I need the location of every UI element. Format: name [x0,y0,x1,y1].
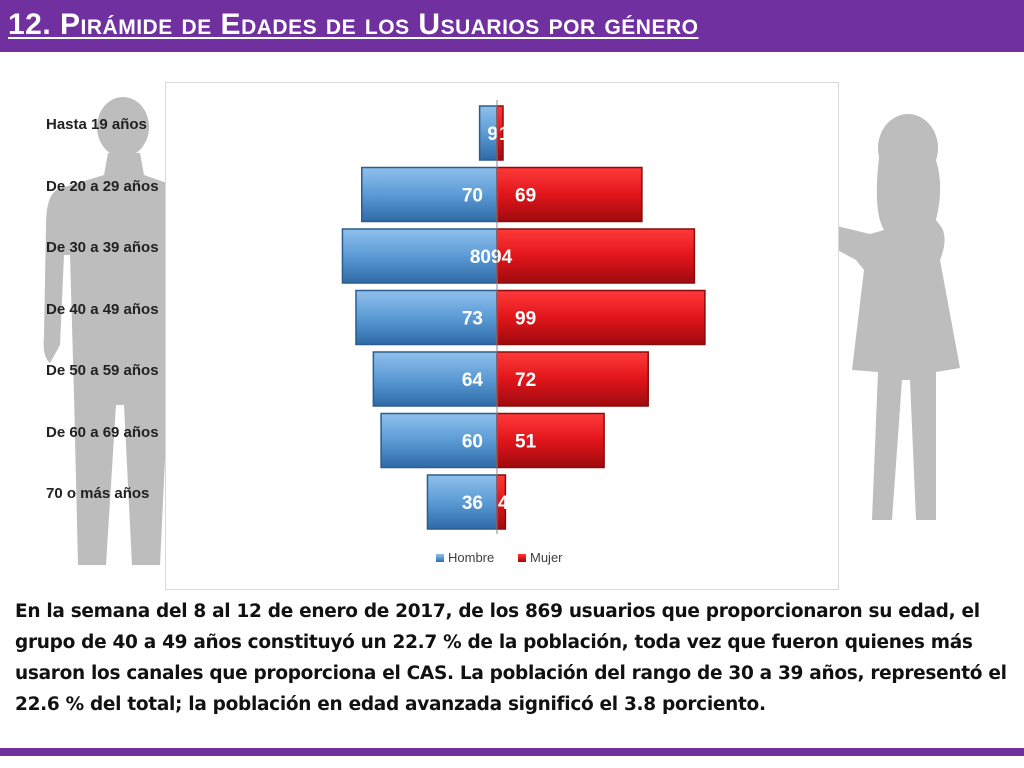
label-hombre-4: 64 [462,370,484,391]
category-label-3: De 40 a 49 años [46,300,159,318]
bar-mujer-2 [496,228,696,284]
bar-hombre-4 [372,351,498,407]
label-mujer-2: 94 [491,247,513,268]
male-silhouette-icon [43,97,201,565]
bar-hombre-3 [355,289,498,346]
legend-swatch-1 [518,554,526,562]
label-mujer-5: 51 [515,432,537,453]
category-label-0: Hasta 19 años [46,116,147,133]
bar-hombre-1 [361,166,498,223]
population-pyramid-chart: 9 1 70 69 80 94 73 99 64 72 60 51 36 4 Hombre Mujer [341,100,706,565]
label-mujer-4: 72 [515,370,536,391]
page-title: 12. Pirámide de Edades de los Usuarios p… [8,8,699,41]
category-label-1: De 20 a 29 años [46,177,159,195]
title-bar: 12. Pirámide de Edades de los Usuarios p… [0,0,1024,52]
label-mujer-6: 4 [498,493,509,514]
label-hombre-2: 80 [470,247,491,268]
bar-mujer-3 [496,289,706,346]
bar-hombre-6 [426,474,498,530]
description-paragraph: En la semana del 8 al 12 de enero de 201… [15,601,1007,715]
label-mujer-3: 99 [515,309,536,330]
label-hombre-3: 73 [462,309,483,330]
legend-label-1: Mujer [530,550,563,565]
bar-mujer-5 [496,412,605,469]
bottom-bar [0,748,1024,756]
bar-hombre-2 [341,228,498,284]
label-hombre-0: 9 [487,124,498,145]
label-mujer-1: 69 [515,186,536,207]
label-hombre-5: 60 [462,432,483,453]
category-label-5: De 60 a 69 años [46,423,159,441]
category-label-4: De 50 a 59 años [46,362,159,379]
female-silhouette-icon [762,114,960,520]
category-label-2: De 30 a 39 años [46,239,159,256]
legend-label-0: Hombre [448,550,494,565]
legend-swatch-0 [436,554,444,562]
category-label-6: 70 o más años [46,485,150,502]
label-hombre-1: 70 [462,186,483,207]
bar-hombre-5 [380,412,498,469]
label-mujer-0: 1 [499,124,510,145]
label-hombre-6: 36 [462,493,483,514]
